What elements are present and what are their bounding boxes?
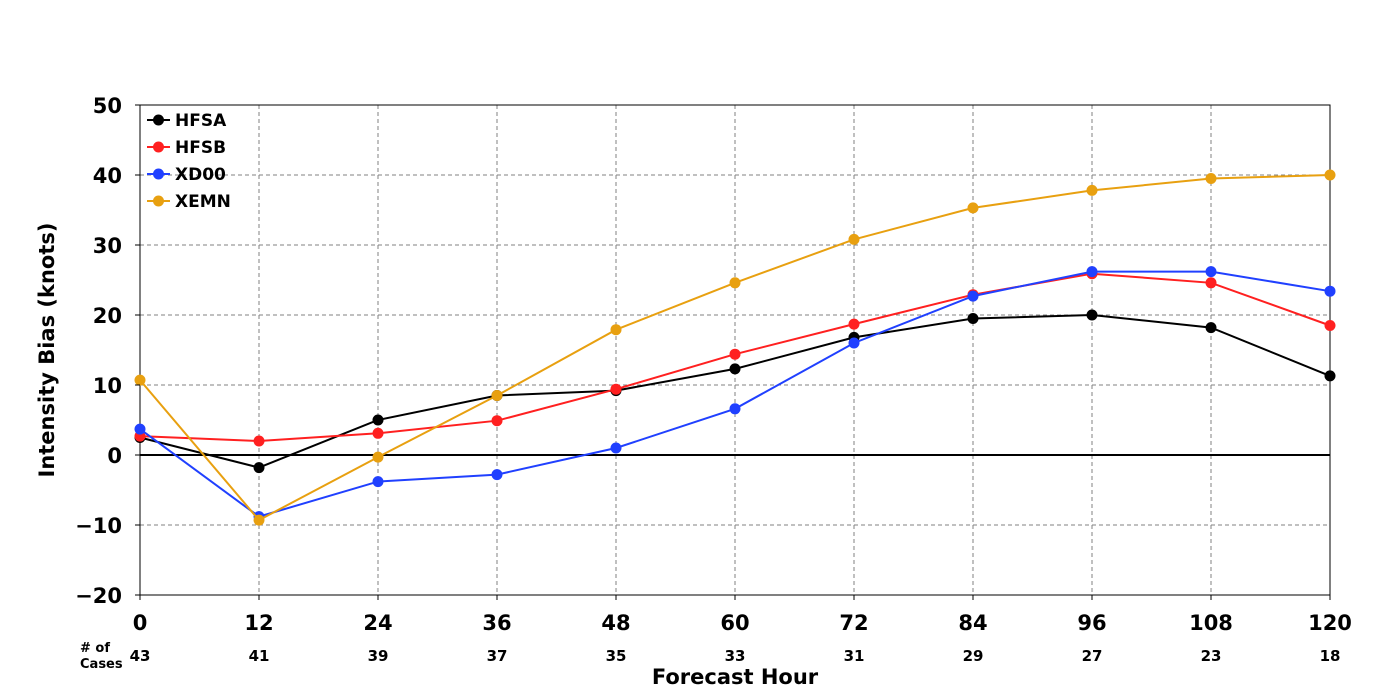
y-tick-label: −20 [75, 584, 122, 608]
case-count-label: 33 [725, 647, 746, 665]
x-tick-label: 72 [839, 611, 868, 635]
y-tick-label: 50 [93, 94, 122, 118]
data-point [729, 403, 741, 415]
y-tick-label: 30 [93, 234, 122, 258]
legend-label: XEMN [175, 192, 231, 212]
legend-label: HFSA [175, 111, 227, 131]
case-count-label: 29 [963, 647, 984, 665]
series-layer [134, 169, 1336, 526]
data-point [134, 374, 146, 386]
data-point [729, 348, 741, 360]
data-point [967, 290, 979, 302]
y-tick-label: −10 [75, 514, 122, 538]
data-point [1324, 320, 1336, 331]
data-point [848, 233, 860, 245]
x-tick-label: 120 [1308, 611, 1352, 635]
legend-item: HFSA [147, 111, 227, 131]
data-point [134, 423, 146, 435]
y-tick-label: 10 [93, 374, 122, 398]
case-count-label: 43 [130, 647, 151, 665]
x-tick-label: 108 [1189, 611, 1233, 635]
x-tick-label: 84 [958, 611, 987, 635]
x-tick-label: 0 [133, 611, 148, 635]
legend-item: XEMN [147, 192, 231, 212]
data-point [1205, 173, 1217, 184]
case-count-label: 23 [1201, 647, 1222, 665]
data-point [1086, 266, 1098, 278]
series-xemn [134, 169, 1336, 526]
x-tick-label: 24 [363, 611, 392, 635]
case-count-label: 35 [606, 647, 627, 665]
data-point [610, 442, 622, 454]
data-point [1205, 322, 1217, 334]
data-point [1324, 370, 1336, 382]
case-count-label: 41 [249, 647, 270, 665]
case-count-label: 39 [368, 647, 389, 665]
data-point [610, 383, 622, 395]
legend-swatch-marker [153, 195, 164, 207]
data-point [491, 415, 503, 427]
x-tick-label: 96 [1077, 611, 1106, 635]
legend-label: HFSB [175, 138, 226, 158]
data-point [967, 202, 979, 214]
data-point [372, 476, 384, 488]
data-point [1086, 184, 1098, 196]
data-point [848, 318, 860, 330]
x-tick-label: 36 [482, 611, 511, 635]
data-point [372, 427, 384, 439]
x-tick-label: 60 [720, 611, 749, 635]
legend-swatch-marker [153, 168, 164, 180]
legend-swatch-marker [153, 114, 164, 126]
legend: HFSA HFSB XD00 XEMN [147, 111, 231, 212]
x-axis-label: Forecast Hour [652, 665, 819, 689]
case-count-label: 27 [1082, 647, 1103, 665]
legend-item: HFSB [147, 138, 226, 158]
cases-label-line1: # of [80, 641, 110, 656]
legend-swatch-marker [153, 141, 164, 153]
data-point [372, 451, 384, 463]
data-point [1324, 285, 1336, 297]
case-count-label: 31 [844, 647, 865, 665]
data-point [253, 462, 265, 474]
case-count-label: 18 [1320, 647, 1341, 665]
x-tick-labels: 0 12 24 36 48 60 72 84 96 108 120 [133, 595, 1352, 635]
grid [140, 105, 1330, 595]
y-tick-labels: −20 −10 0 10 20 30 40 50 [75, 94, 140, 608]
data-point [729, 363, 741, 375]
case-count-label: 37 [487, 647, 508, 665]
y-axis-label: Intensity Bias (knots) [35, 223, 59, 478]
data-point [253, 435, 265, 447]
data-point [848, 337, 860, 349]
data-point [610, 324, 622, 336]
y-tick-label: 20 [93, 304, 122, 328]
x-tick-label: 12 [244, 611, 273, 635]
y-tick-label: 0 [107, 444, 122, 468]
cases-label-line2: Cases [80, 657, 123, 672]
data-point [372, 414, 384, 426]
data-point [491, 469, 503, 481]
data-point [967, 313, 979, 324]
case-counts: 43 41 39 37 35 33 31 29 27 23 18 [130, 647, 1341, 665]
legend-item: XD00 [147, 165, 226, 185]
series-xd00 [134, 266, 1336, 523]
data-point [1205, 266, 1217, 278]
data-point [491, 390, 503, 401]
data-point [1086, 309, 1098, 321]
x-tick-label: 48 [601, 611, 630, 635]
data-point [729, 277, 741, 289]
data-point [1205, 277, 1217, 289]
data-point [253, 514, 265, 526]
data-point [1324, 169, 1336, 181]
legend-label: XD00 [175, 165, 226, 185]
y-tick-label: 40 [93, 164, 122, 188]
